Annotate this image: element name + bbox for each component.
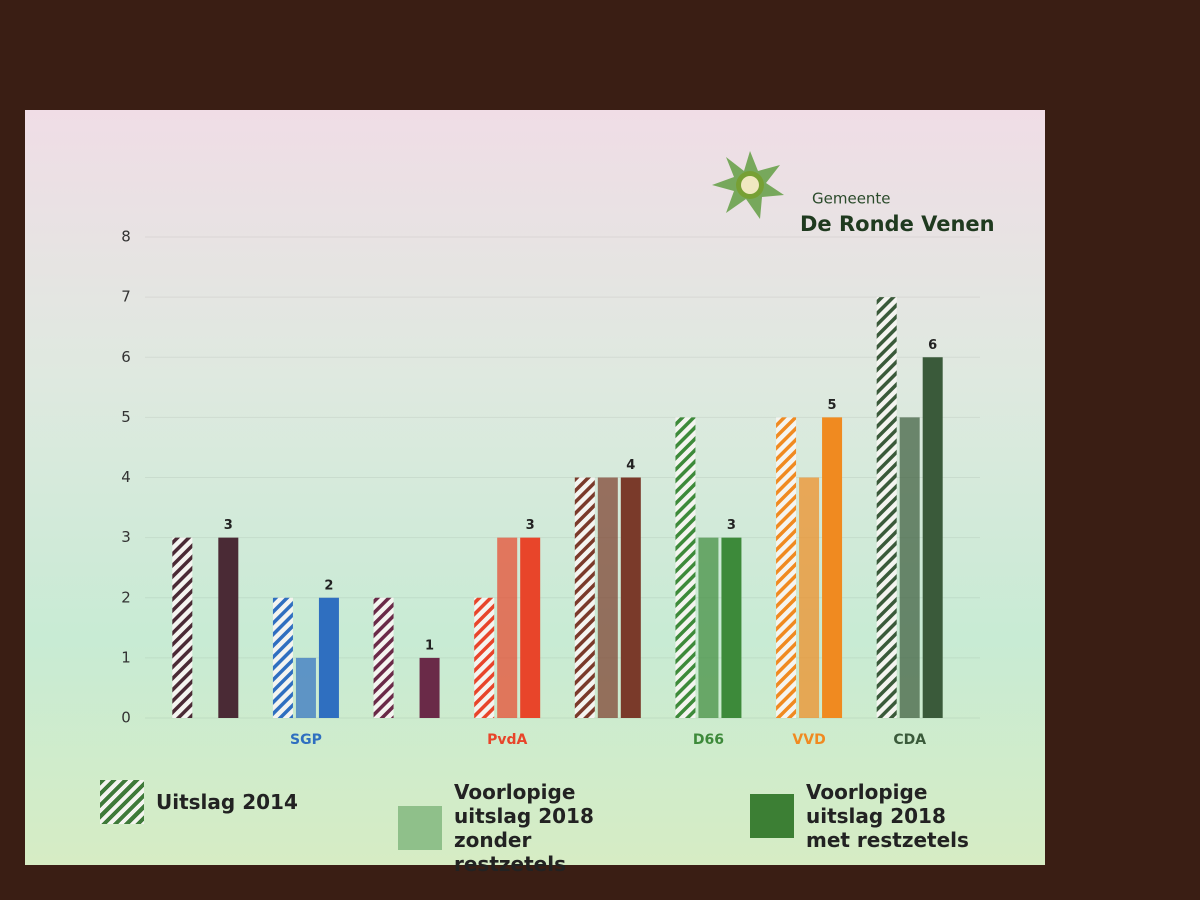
bar	[597, 477, 618, 718]
y-tick-label: 3	[121, 528, 131, 546]
x-tick-label: D66	[693, 732, 724, 748]
bar	[497, 537, 518, 718]
data-label: 3	[526, 518, 535, 533]
data-label: 5	[828, 398, 837, 413]
y-tick-label: 1	[121, 648, 131, 666]
data-label: 1	[425, 638, 434, 653]
data-label: 2	[324, 578, 333, 593]
data-label: 3	[224, 518, 233, 533]
legend-swatch	[398, 806, 442, 850]
bar	[373, 597, 394, 718]
bar	[272, 597, 293, 718]
bar	[922, 357, 943, 718]
bar	[474, 597, 495, 718]
bar	[721, 537, 742, 718]
legend-item: Voorlopige uitslag 2018 zonder restzetel…	[398, 780, 634, 876]
slide	[25, 110, 1045, 865]
bar	[172, 537, 193, 718]
x-tick-label: PvdA	[487, 732, 527, 748]
x-tick-label: CDA	[893, 732, 926, 748]
data-label: 6	[928, 338, 937, 353]
legend-swatch	[100, 780, 144, 824]
bar	[776, 417, 797, 718]
bar	[218, 537, 239, 718]
y-tick-label: 2	[121, 588, 131, 606]
y-tick-label: 5	[121, 408, 131, 426]
x-tick-label: VVD	[792, 732, 825, 748]
bar	[822, 417, 843, 718]
bar	[620, 477, 641, 718]
y-tick-label: 4	[121, 468, 131, 486]
y-tick-label: 8	[121, 228, 131, 246]
legend-label: Uitslag 2014	[156, 790, 298, 814]
legend-label: Voorlopige uitslag 2018 met restzetels	[806, 780, 969, 852]
bar	[799, 477, 820, 718]
y-tick-label: 7	[121, 288, 131, 306]
data-label: 3	[727, 518, 736, 533]
bar	[318, 597, 339, 718]
legend-item: Uitslag 2014	[100, 780, 336, 824]
y-tick-label: 0	[121, 709, 131, 727]
legend-label: Voorlopige uitslag 2018 zonder restzetel…	[454, 780, 594, 876]
legend-swatch	[750, 794, 794, 838]
bar	[574, 477, 595, 718]
org-line2: De Ronde Venen	[800, 212, 995, 236]
logo	[712, 151, 784, 219]
bar	[419, 657, 440, 718]
legend-item: Voorlopige uitslag 2018 met restzetels	[750, 780, 986, 852]
bar	[675, 417, 696, 718]
x-tick-label: SGP	[290, 732, 322, 748]
y-tick-label: 6	[121, 348, 131, 366]
bar	[295, 657, 316, 718]
bar	[520, 537, 541, 718]
data-label: 4	[626, 458, 635, 473]
org-line1: Gemeente	[812, 190, 891, 208]
bar	[899, 417, 920, 718]
bar	[698, 537, 719, 718]
bar	[876, 297, 897, 718]
